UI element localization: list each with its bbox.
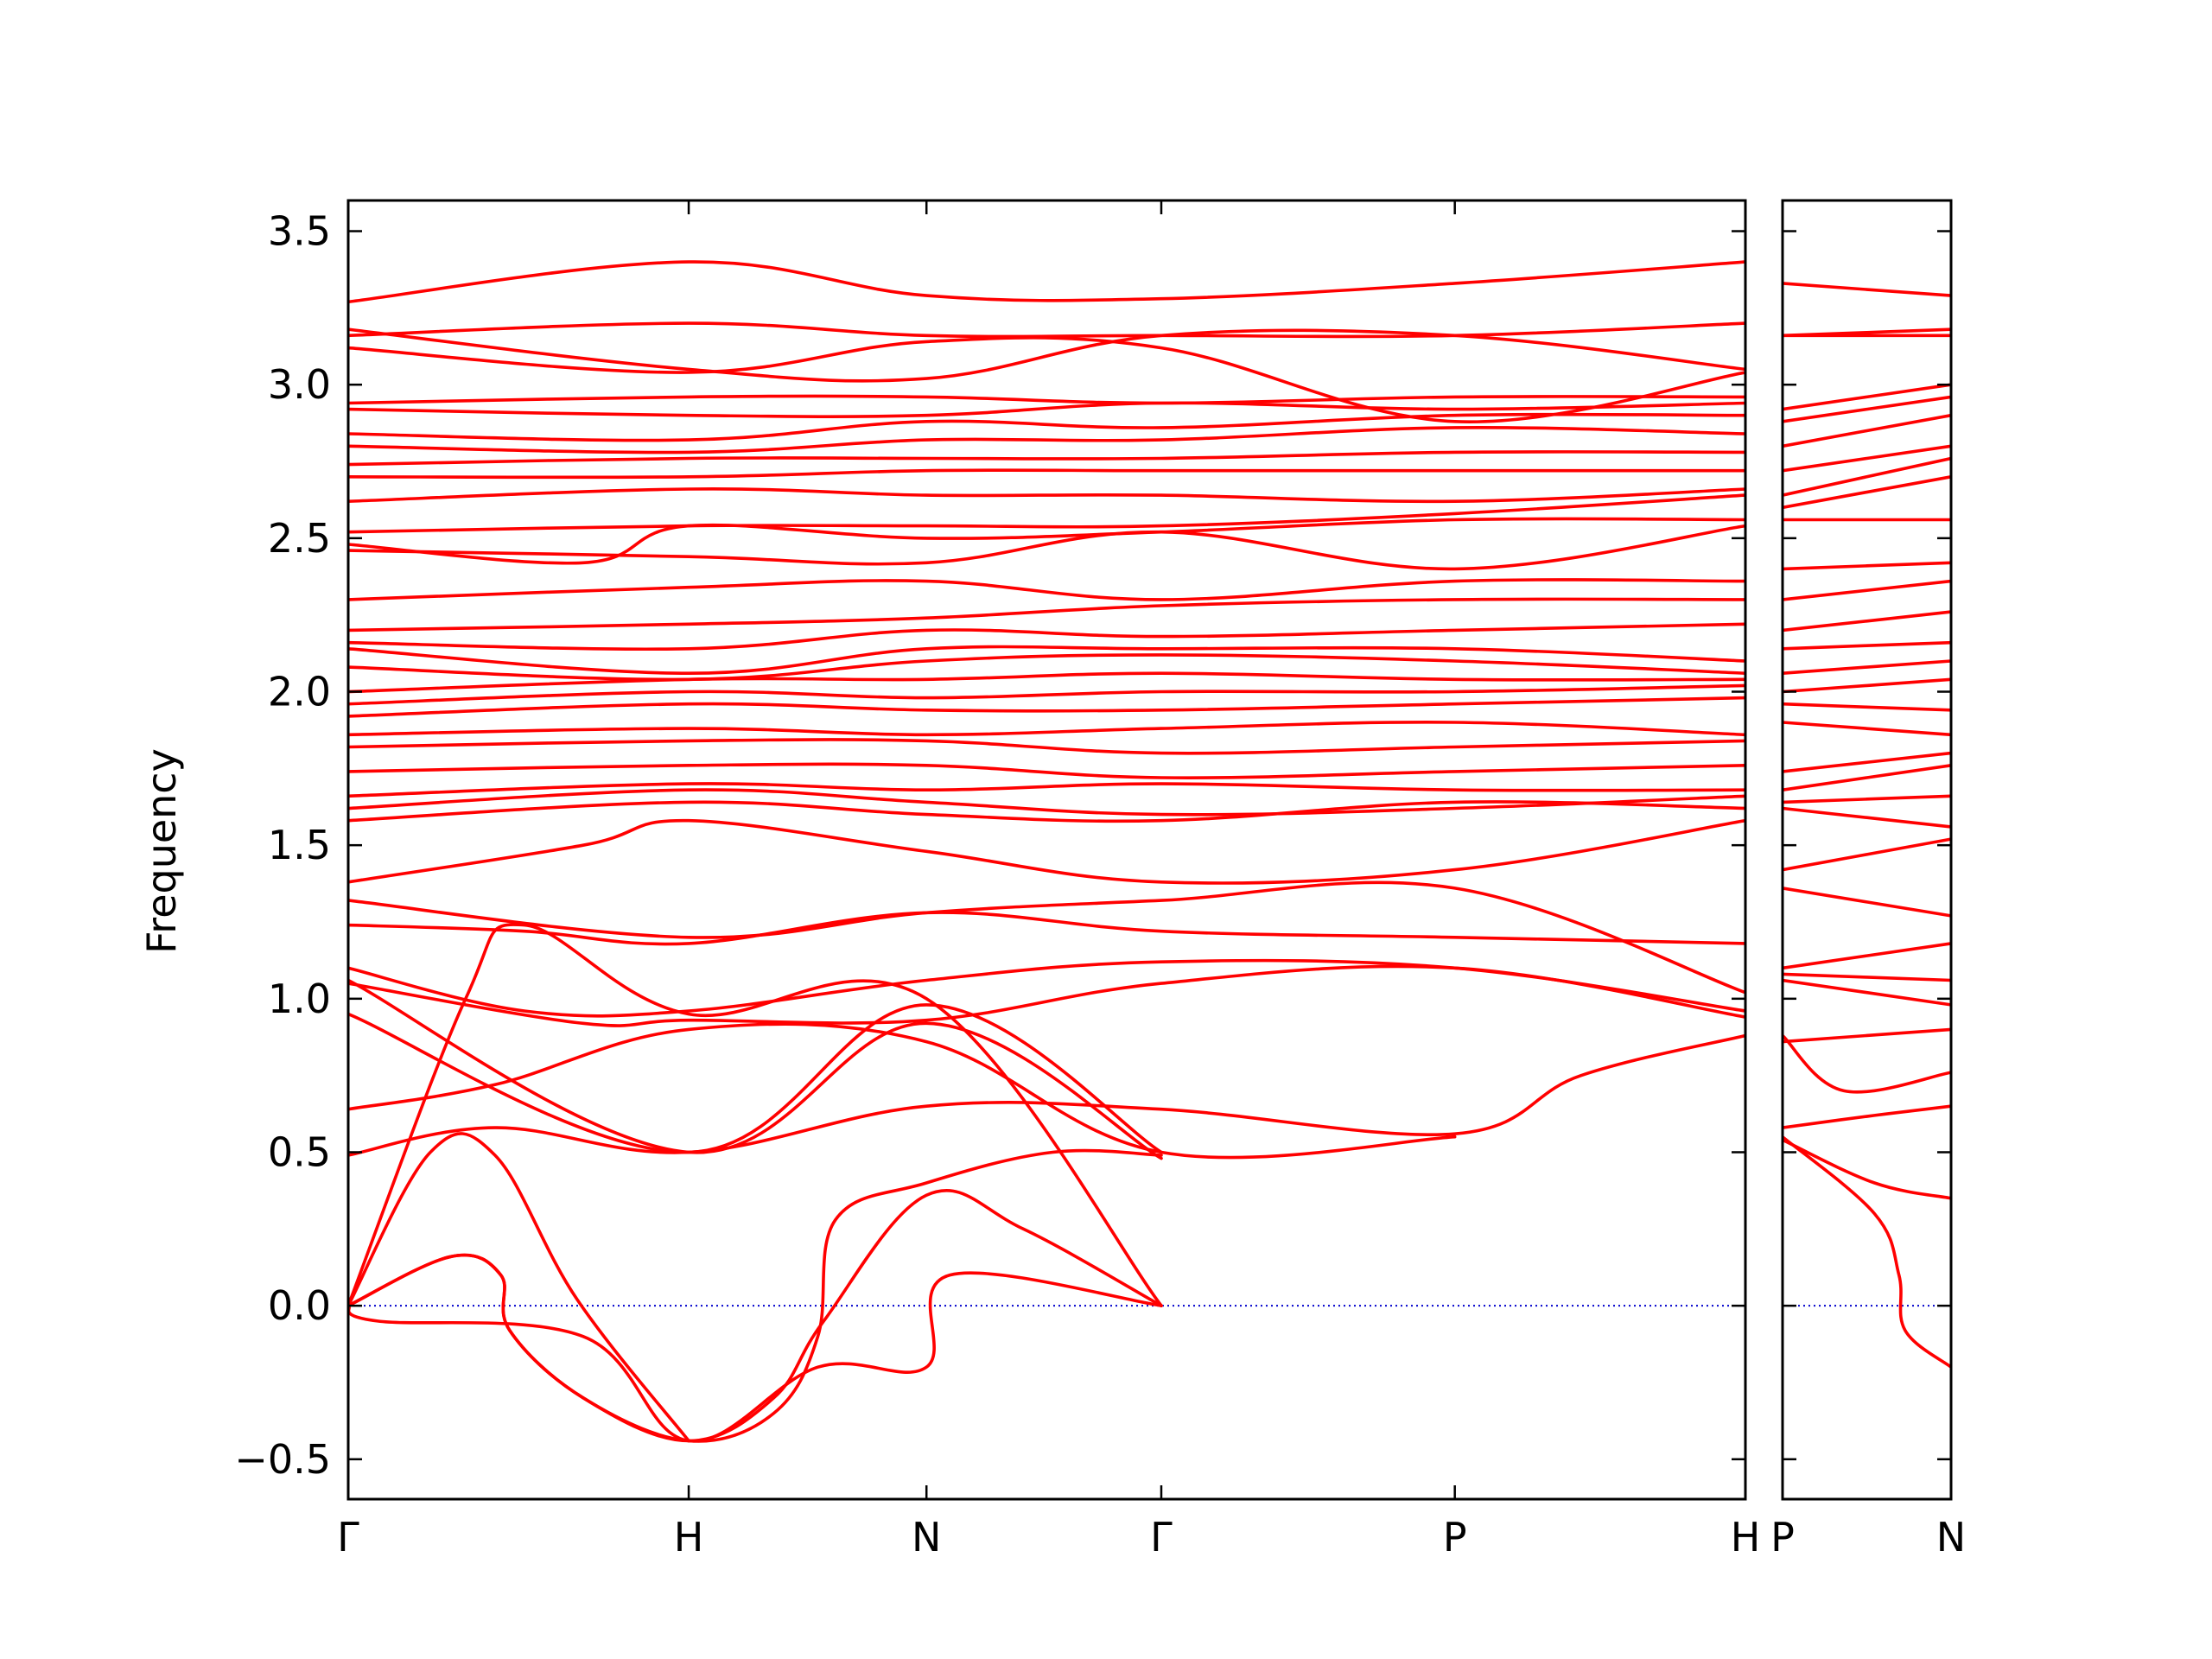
band-line-26 [348, 622, 1745, 652]
band-line-21 [348, 696, 1745, 718]
band-line-9 [1783, 887, 1951, 918]
band-line-11 [348, 958, 1745, 1018]
band-line-3 [1783, 1104, 1951, 1129]
x-tick-label: Γ [337, 1514, 359, 1560]
band-line-1 [348, 1148, 1163, 1443]
plot-layer [348, 260, 1951, 1443]
band-line-7 [348, 1022, 1457, 1160]
band-line-15 [1783, 721, 1951, 737]
band-line-5 [1783, 1027, 1951, 1044]
y-axis-label: Frequency [138, 748, 185, 954]
panel-1-frame [346, 199, 1747, 1501]
band-line-10 [1783, 837, 1951, 872]
y-tick-label: 0.0 [268, 1282, 331, 1329]
band-line-17 [348, 782, 1745, 798]
band-line-6 [1783, 978, 1951, 1007]
band-line-1 [1783, 1135, 1951, 1369]
band-line-34 [348, 450, 1745, 467]
band-line-26 [1783, 444, 1951, 473]
y-tick-label: 3.0 [268, 361, 331, 408]
band-line-27 [348, 597, 1745, 632]
band-line-29 [1783, 383, 1951, 411]
y-tick-label: 2.5 [268, 515, 331, 562]
band-line-20 [348, 721, 1745, 737]
band-line-15 [348, 800, 1745, 823]
panel-2-frame [1781, 199, 1953, 1501]
band-line-12 [348, 911, 1745, 946]
y-tick-label: 1.0 [268, 976, 331, 1022]
y-tick-label: 2.0 [268, 669, 331, 715]
band-line-28 [348, 578, 1745, 601]
band-line-32 [1783, 282, 1951, 297]
band-line-22 [348, 683, 1745, 706]
band-line-28 [1783, 395, 1951, 423]
band-line-4 [348, 1132, 690, 1443]
x-tick-label: N [1936, 1514, 1966, 1560]
band-line-24 [1783, 475, 1951, 510]
band-line-32 [348, 487, 1745, 504]
band-line-6 [348, 1033, 1745, 1157]
band-line-42 [348, 260, 1745, 304]
band-line-5 [348, 923, 1163, 1307]
band-line-41 [348, 327, 1745, 383]
x-tick-label: P [1443, 1514, 1467, 1560]
band-line-11 [1783, 806, 1951, 829]
band-line-4 [1783, 1033, 1951, 1094]
band-line-13 [1783, 764, 1951, 791]
band-line-37 [348, 401, 1745, 419]
band-line-9 [348, 978, 1163, 1160]
band-line-24 [348, 653, 1745, 682]
band-line-40 [348, 321, 1745, 339]
band-line-2 [1783, 1138, 1951, 1200]
x-tick-label: H [674, 1514, 704, 1560]
band-line-38 [348, 394, 1745, 405]
band-line-18 [1783, 659, 1951, 675]
y-tick-label: 1.5 [268, 822, 331, 868]
band-line-19 [1783, 640, 1951, 651]
band-line-16 [1783, 702, 1951, 712]
band-line-2 [348, 1189, 1163, 1443]
band-line-31 [348, 493, 1745, 534]
axes-layer: Γ H N Γ P H−0.50.00.51.01.52.02.53.03.5P N [234, 199, 1966, 1560]
x-tick-label: P [1770, 1514, 1795, 1560]
band-line-31 [1783, 327, 1951, 338]
band-line-18 [348, 762, 1745, 779]
band-line-17 [1783, 677, 1951, 694]
y-tick-label: −0.5 [234, 1436, 331, 1483]
y-tick-label: 0.5 [268, 1128, 331, 1175]
x-tick-label: N [912, 1514, 941, 1560]
band-line-8 [348, 1003, 1163, 1154]
band-line-22 [1783, 561, 1951, 571]
band-line-16 [348, 788, 1745, 817]
panel-2-bands [1783, 282, 1951, 1369]
band-line-3 [348, 1271, 1163, 1443]
band-line-19 [348, 738, 1745, 755]
x-tick-label: Γ [1150, 1514, 1173, 1560]
band-line-25 [1783, 456, 1951, 497]
band-line-30 [348, 517, 1745, 565]
x-tick-label: H [1731, 1514, 1761, 1560]
y-tick-label: 3.5 [268, 208, 331, 255]
panel-1-bands [348, 260, 1745, 1443]
band-line-33 [348, 468, 1745, 480]
band-line-12 [1783, 794, 1951, 804]
band-line-23 [348, 671, 1745, 694]
band-line-35 [348, 425, 1745, 454]
band-line-36 [348, 412, 1745, 442]
band-line-14 [348, 818, 1745, 885]
band-line-14 [1783, 751, 1951, 773]
band-line-27 [1783, 413, 1951, 448]
band-line-25 [348, 645, 1745, 675]
band-line-21 [1783, 579, 1951, 601]
band-line-20 [1783, 610, 1951, 632]
band-line-13 [348, 880, 1745, 995]
band-line-10 [348, 964, 1745, 1027]
band-line-7 [1783, 972, 1951, 982]
band-line-8 [1783, 942, 1951, 970]
